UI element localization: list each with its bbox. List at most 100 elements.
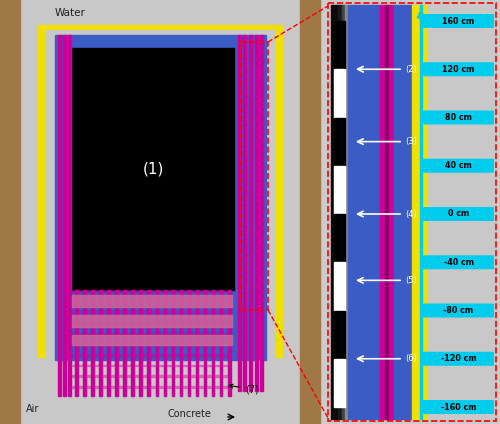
Text: 160 cm: 160 cm: [442, 17, 474, 25]
Bar: [255, 35, 258, 391]
Bar: [334, 21, 345, 69]
Bar: [228, 290, 230, 396]
Bar: [172, 290, 174, 396]
Bar: [72, 290, 230, 292]
Bar: [72, 48, 234, 290]
FancyBboxPatch shape: [423, 352, 494, 366]
Bar: [156, 290, 158, 396]
Bar: [0, 0, 20, 424]
Text: (3): (3): [405, 137, 417, 146]
Polygon shape: [38, 293, 282, 355]
Bar: [0, 0, 320, 424]
Text: Concrete: Concrete: [168, 409, 212, 419]
Bar: [238, 35, 241, 391]
FancyBboxPatch shape: [423, 255, 494, 269]
Text: (5): (5): [405, 276, 417, 285]
Text: -80 cm: -80 cm: [444, 306, 474, 315]
FancyBboxPatch shape: [423, 14, 494, 28]
Bar: [220, 290, 222, 396]
Bar: [72, 333, 230, 334]
Text: -120 cm: -120 cm: [440, 354, 476, 363]
Bar: [91, 290, 94, 396]
Text: -160 cm: -160 cm: [441, 402, 476, 412]
Bar: [83, 290, 86, 396]
Bar: [180, 290, 182, 396]
Bar: [428, 5, 496, 419]
Bar: [334, 262, 345, 310]
Text: (4): (4): [405, 209, 417, 218]
Bar: [334, 359, 345, 407]
Bar: [389, 5, 394, 419]
Bar: [99, 290, 102, 396]
Text: (1): (1): [142, 162, 164, 176]
Bar: [338, 5, 342, 419]
Bar: [204, 290, 206, 396]
Text: (2): (2): [405, 65, 417, 74]
Bar: [188, 290, 190, 396]
Bar: [116, 290, 118, 396]
Text: Water: Water: [55, 8, 86, 18]
Bar: [107, 290, 110, 396]
Bar: [75, 290, 78, 396]
Bar: [140, 290, 142, 396]
Bar: [300, 0, 320, 424]
Text: 80 cm: 80 cm: [445, 113, 472, 122]
Bar: [212, 290, 214, 396]
Bar: [72, 343, 230, 345]
Bar: [55, 35, 266, 360]
Bar: [394, 5, 412, 419]
Text: -40 cm: -40 cm: [444, 258, 474, 267]
FancyBboxPatch shape: [423, 207, 494, 221]
FancyBboxPatch shape: [423, 111, 494, 125]
Bar: [148, 290, 150, 396]
Bar: [334, 69, 345, 117]
Bar: [348, 5, 380, 419]
Bar: [72, 375, 230, 377]
Bar: [72, 354, 230, 355]
Bar: [385, 5, 389, 419]
Bar: [72, 315, 232, 327]
Bar: [63, 35, 66, 396]
Bar: [38, 25, 282, 355]
Bar: [334, 214, 345, 262]
Bar: [331, 5, 338, 419]
Bar: [72, 295, 232, 307]
FancyBboxPatch shape: [423, 62, 494, 76]
Polygon shape: [57, 309, 263, 355]
Bar: [164, 290, 166, 396]
FancyBboxPatch shape: [423, 304, 494, 318]
Bar: [72, 365, 230, 366]
Bar: [46, 30, 274, 360]
Bar: [240, 42, 268, 310]
FancyBboxPatch shape: [423, 159, 494, 173]
Bar: [124, 290, 126, 396]
Bar: [72, 311, 230, 313]
Bar: [249, 35, 252, 391]
Text: 0 cm: 0 cm: [448, 209, 469, 218]
Bar: [132, 290, 134, 396]
Polygon shape: [46, 301, 274, 355]
Bar: [334, 166, 345, 214]
Bar: [328, 3, 496, 421]
Bar: [196, 290, 198, 396]
Text: Air: Air: [26, 404, 40, 414]
Bar: [72, 322, 230, 324]
Bar: [68, 35, 71, 396]
Text: (7): (7): [229, 384, 259, 394]
Bar: [412, 5, 428, 419]
Bar: [58, 35, 61, 396]
Bar: [345, 5, 348, 419]
Text: 40 cm: 40 cm: [445, 161, 472, 170]
Bar: [342, 5, 345, 419]
Text: (6): (6): [405, 354, 417, 363]
Bar: [243, 35, 246, 391]
Bar: [328, 3, 496, 421]
Bar: [334, 117, 345, 166]
Bar: [334, 310, 345, 359]
Bar: [72, 335, 232, 345]
Bar: [380, 5, 385, 419]
FancyBboxPatch shape: [423, 400, 494, 414]
Bar: [72, 301, 230, 302]
Bar: [72, 386, 230, 388]
Bar: [260, 35, 263, 391]
